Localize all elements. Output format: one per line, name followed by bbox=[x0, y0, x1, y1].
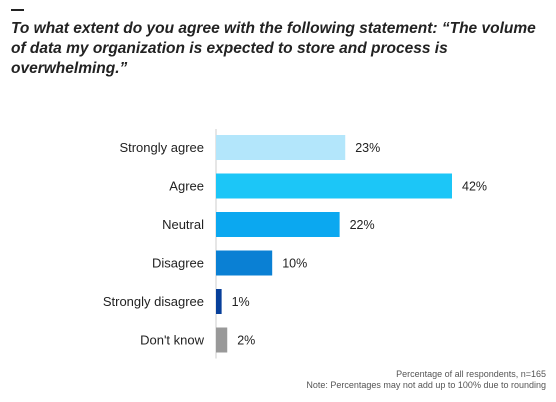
category-label-agree: Agree bbox=[169, 179, 204, 194]
chart-title: To what extent do you agree with the fol… bbox=[11, 20, 536, 77]
category-label-disagree: Disagree bbox=[152, 256, 204, 271]
bar-strongly-disagree bbox=[216, 289, 222, 314]
category-label-neutral: Neutral bbox=[162, 217, 204, 232]
value-label-strongly-agree: 23% bbox=[355, 141, 380, 155]
value-label-don-t-know: 2% bbox=[237, 334, 255, 348]
bar-agree bbox=[216, 173, 452, 199]
bar-neutral bbox=[216, 212, 340, 237]
footnote-rounding: Note: Percentages may not add up to 100%… bbox=[306, 380, 546, 390]
value-label-agree: 42% bbox=[462, 180, 487, 194]
bar-disagree bbox=[216, 250, 273, 276]
category-label-don-t-know: Don't know bbox=[140, 333, 205, 348]
value-label-strongly-disagree: 1% bbox=[232, 295, 250, 309]
category-label-strongly-agree: Strongly agree bbox=[119, 140, 204, 155]
bar-don-t-know bbox=[216, 327, 228, 353]
value-label-neutral: 22% bbox=[350, 218, 375, 232]
footnote-sample: Percentage of all respondents, n=165 bbox=[396, 369, 546, 379]
category-label-strongly-disagree: Strongly disagree bbox=[103, 294, 204, 309]
value-label-disagree: 10% bbox=[282, 257, 307, 271]
title-dash bbox=[11, 9, 24, 11]
bar-strongly-agree bbox=[216, 135, 346, 160]
bar-chart: Strongly agree 23% Agree 42% Neutral 22% Disag… bbox=[103, 129, 487, 359]
